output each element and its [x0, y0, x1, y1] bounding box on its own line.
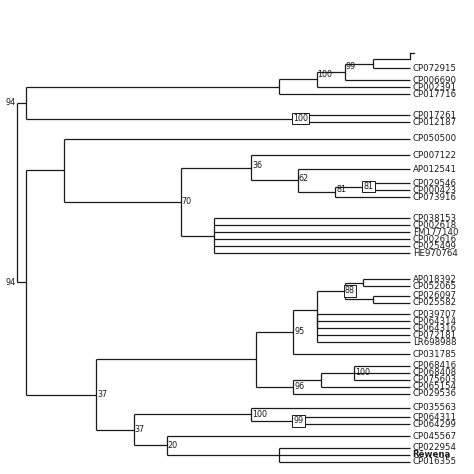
Text: CP064311: CP064311: [413, 413, 457, 422]
Text: 81: 81: [337, 185, 346, 194]
Text: CP073916: CP073916: [413, 193, 456, 201]
Text: CP022954: CP022954: [413, 443, 456, 452]
Text: 95: 95: [294, 328, 304, 337]
Text: CP039707: CP039707: [413, 310, 456, 319]
Text: 100: 100: [293, 114, 308, 123]
Text: CP072915: CP072915: [413, 64, 456, 73]
Text: CP025499: CP025499: [413, 242, 456, 251]
Text: CP064299: CP064299: [413, 420, 456, 429]
Text: CP007122: CP007122: [413, 151, 457, 160]
Text: HE970764: HE970764: [413, 249, 457, 258]
Text: CP072181: CP072181: [413, 331, 457, 340]
Text: FM177140: FM177140: [413, 228, 458, 237]
Text: CP016355: CP016355: [413, 457, 457, 466]
Text: 70: 70: [182, 197, 192, 206]
Text: 99: 99: [346, 62, 356, 71]
Text: CP050500: CP050500: [413, 134, 457, 143]
Text: 100: 100: [252, 410, 267, 419]
Text: 36: 36: [252, 161, 262, 170]
Text: CP029546: CP029546: [413, 179, 456, 188]
Text: CP000423: CP000423: [413, 186, 457, 195]
Text: CP065154: CP065154: [413, 383, 457, 392]
Text: 96: 96: [294, 383, 304, 392]
Text: CP012187: CP012187: [413, 118, 457, 127]
Text: 37: 37: [135, 426, 145, 435]
Text: CP017716: CP017716: [413, 90, 457, 99]
Text: CP052065: CP052065: [413, 282, 457, 291]
Text: 81: 81: [364, 182, 374, 191]
Text: 62: 62: [299, 173, 309, 182]
Text: CP017261: CP017261: [413, 111, 457, 120]
Text: LR698988: LR698988: [413, 338, 456, 347]
Text: CP029536: CP029536: [413, 390, 456, 399]
Text: 94: 94: [5, 278, 15, 287]
Text: 37: 37: [97, 390, 108, 399]
Text: Rēwena: Rēwena: [413, 450, 451, 459]
Text: CP002616: CP002616: [413, 235, 457, 244]
Text: AP018392: AP018392: [413, 274, 456, 283]
Text: CP068408: CP068408: [413, 368, 457, 377]
Text: 100: 100: [318, 70, 333, 79]
Text: CP045567: CP045567: [413, 432, 457, 441]
Text: CP031785: CP031785: [413, 350, 457, 359]
Text: CP026097: CP026097: [413, 291, 456, 300]
Text: 94: 94: [5, 98, 15, 107]
Text: CP038153: CP038153: [413, 214, 457, 223]
Text: 99: 99: [293, 416, 303, 425]
Text: 88: 88: [345, 286, 355, 295]
Text: CP006690: CP006690: [413, 75, 456, 84]
Text: CP068416: CP068416: [413, 361, 457, 370]
Text: 20: 20: [168, 441, 178, 450]
Text: CP064314: CP064314: [413, 317, 457, 326]
Text: 100: 100: [355, 368, 370, 377]
Text: CP075603: CP075603: [413, 375, 457, 384]
Text: CP035563: CP035563: [413, 403, 457, 412]
Text: CP002391: CP002391: [413, 82, 456, 91]
Text: AP012541: AP012541: [413, 164, 456, 173]
Text: CP064316: CP064316: [413, 324, 457, 333]
Text: CP002618: CP002618: [413, 221, 457, 230]
Text: CP025582: CP025582: [413, 298, 457, 307]
